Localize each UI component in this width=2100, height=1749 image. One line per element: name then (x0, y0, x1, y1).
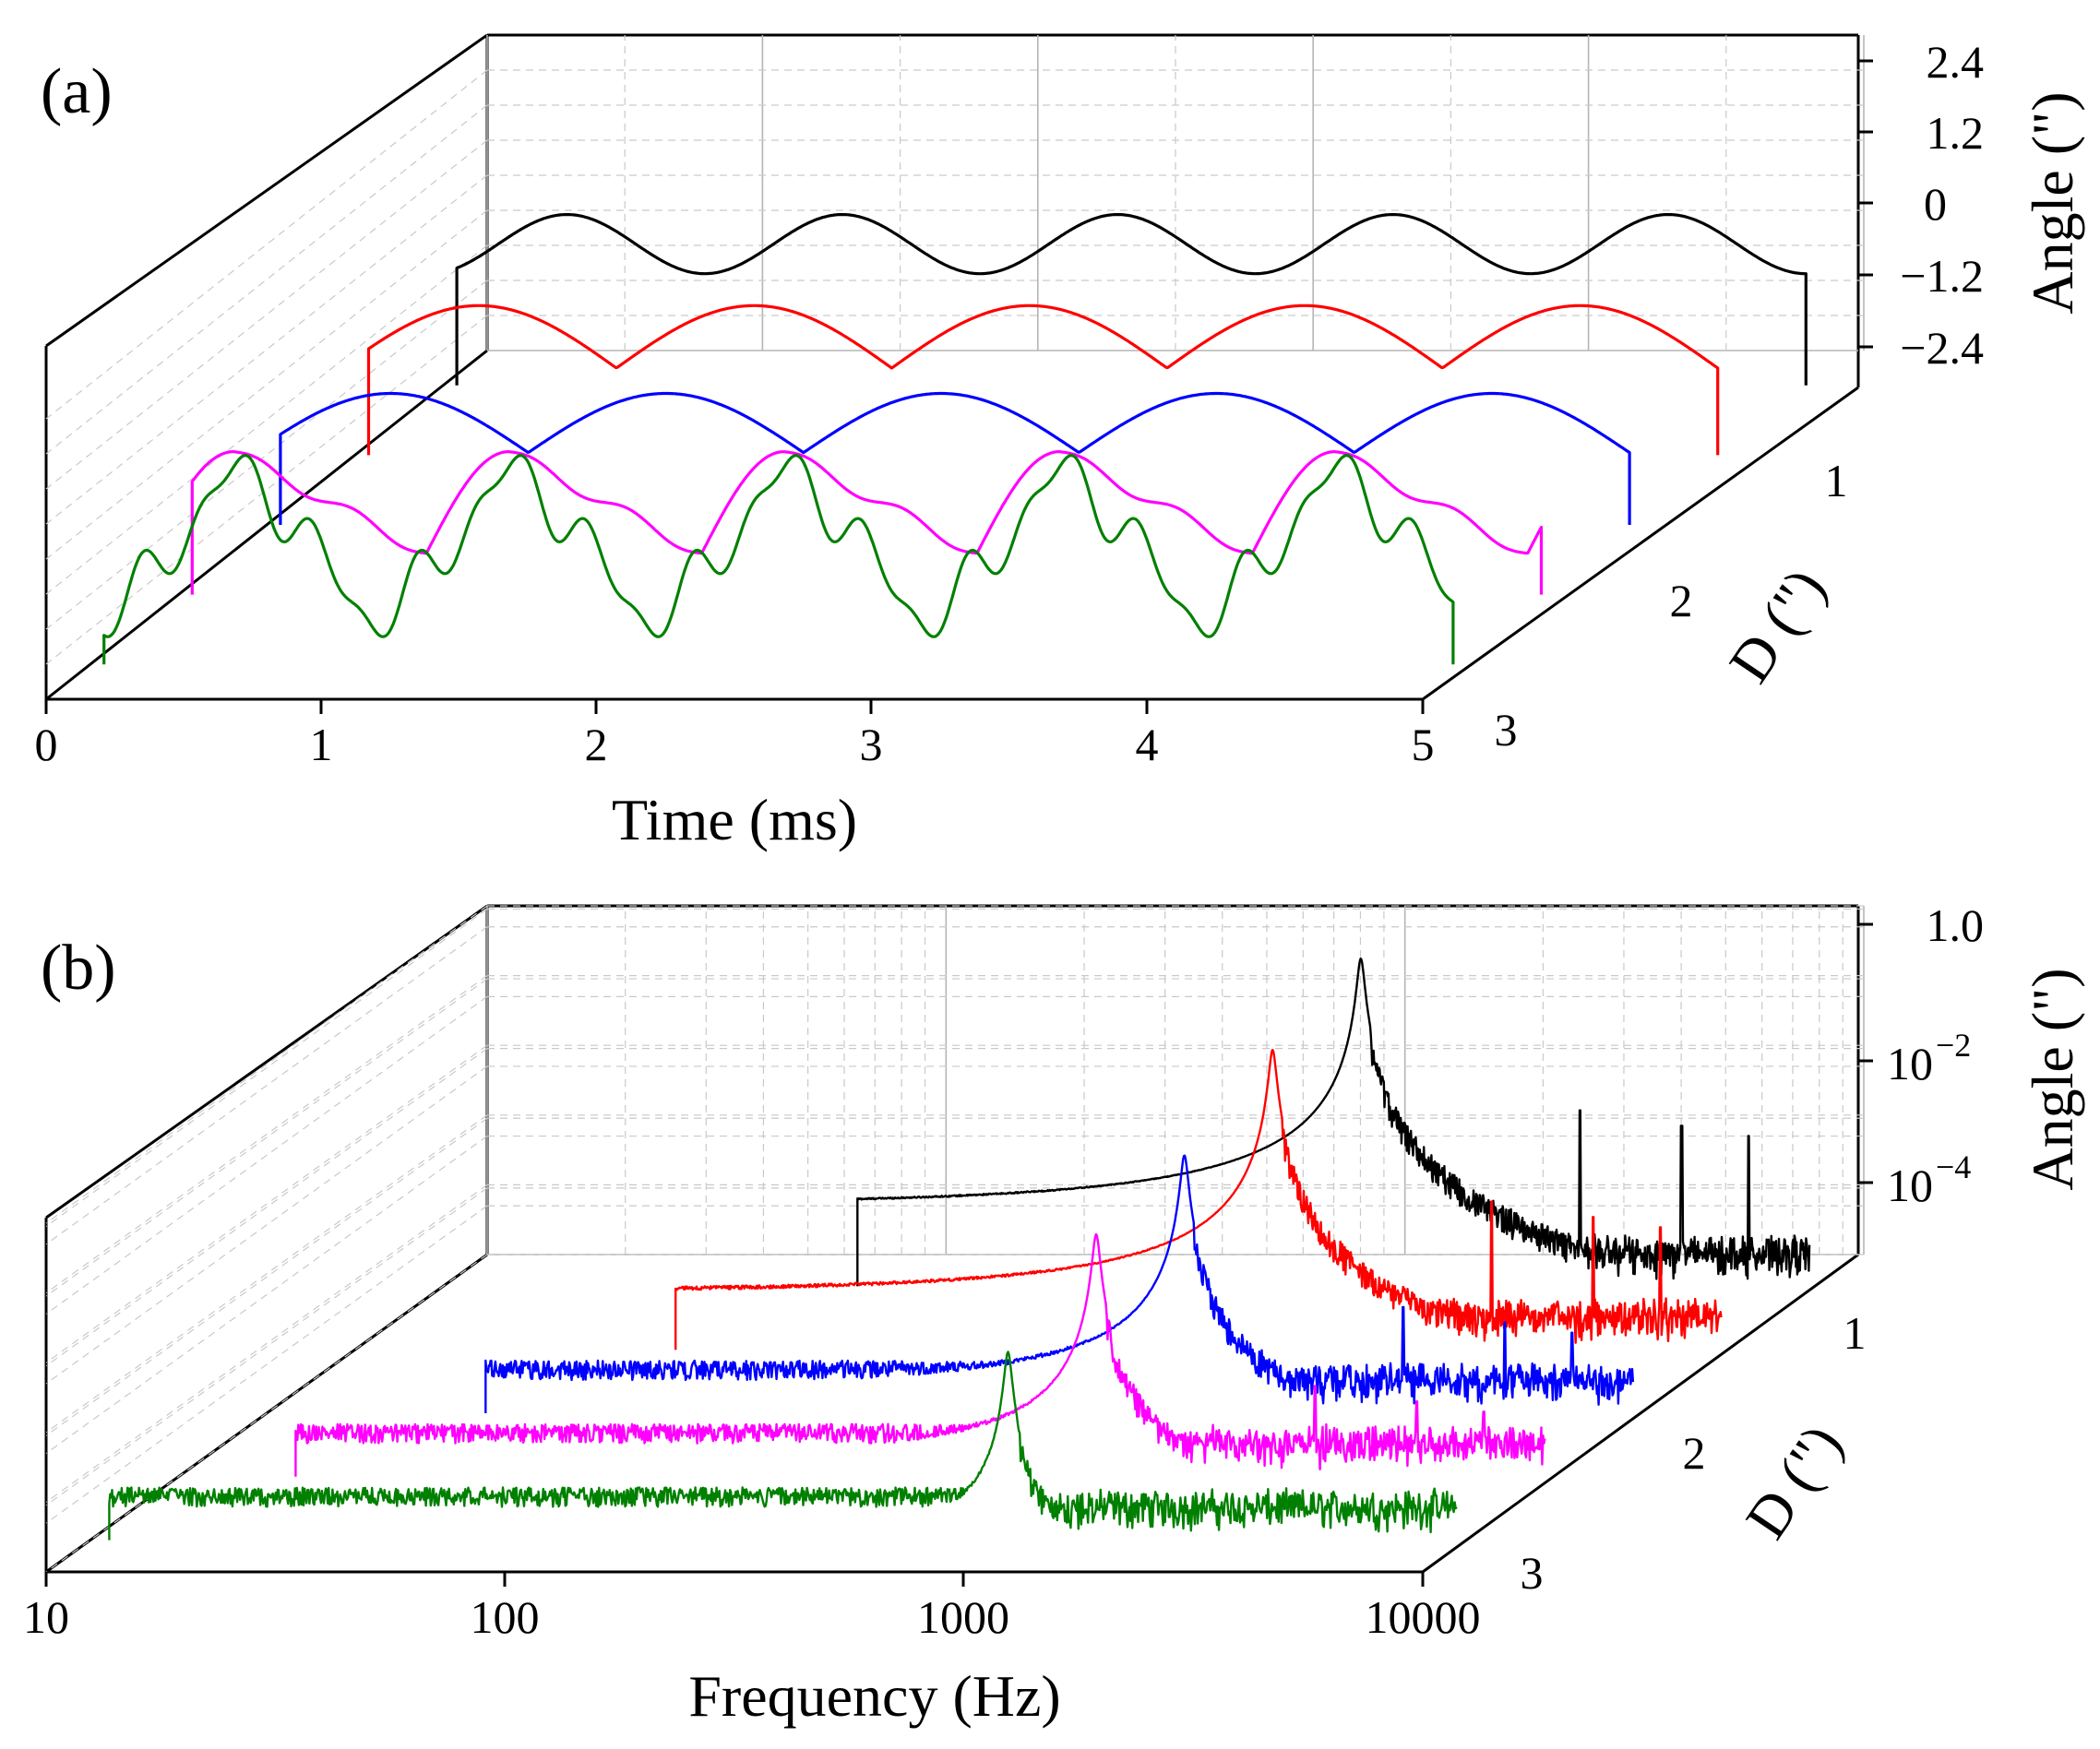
grid-line (45, 908, 488, 1227)
panel-a-y-ticks: 2.4 1.2 0 −1.2 −2.4 (1858, 36, 1984, 374)
series-line (455, 213, 1808, 386)
y-tick-label: 2.4 (1927, 36, 1985, 88)
series-line (294, 1232, 1546, 1477)
x-tick-label: 5 (1412, 719, 1435, 770)
series-line (366, 303, 1720, 456)
x-tick-label: 3 (860, 719, 883, 770)
panel-a-frame (44, 33, 1860, 701)
grid-line (45, 1065, 488, 1385)
series-line (484, 1154, 1635, 1413)
series-line (856, 958, 1811, 1287)
grid-line (45, 104, 488, 455)
grid-line (45, 926, 488, 1245)
y-tick-label: 10 (1887, 1038, 1933, 1089)
grid-line (45, 209, 488, 560)
series-line (190, 450, 1544, 595)
grid-line (45, 905, 488, 1224)
grid-line (45, 1117, 488, 1436)
panel-a: (a) 0 1 2 3 4 5 (35, 33, 2085, 852)
grid-line (45, 139, 488, 490)
series-line (674, 1049, 1723, 1350)
panel-b-grid (45, 905, 1865, 1573)
grid-line (45, 1044, 488, 1363)
depth-axis-label: D (") (1733, 1413, 1855, 1550)
x-tick-label: 1 (310, 719, 333, 770)
grid-line (45, 244, 488, 595)
grid-line (45, 1254, 488, 1573)
grid-line (45, 1184, 488, 1503)
panel-a-series (102, 213, 1808, 665)
y-axis-label: Angle (") (2020, 91, 2085, 314)
panel-b-depth-ticks: 1 2 3 (1521, 1307, 1867, 1599)
panel-a-depth-ticks: 1 2 3 (1495, 455, 1848, 756)
y-tick-label: 10 (1887, 1160, 1933, 1211)
y-tick-label: 1.2 (1927, 107, 1985, 159)
grid-line (45, 1136, 488, 1455)
panel-label-b: (b) (41, 933, 116, 1004)
series-line (102, 454, 1455, 665)
x-tick-label: 10000 (1366, 1591, 1481, 1643)
panel-b-x-ticks: 10 100 1000 10000 (23, 1572, 1481, 1643)
grid-line (45, 975, 488, 1294)
y-tick-label: 0 (1924, 178, 1947, 230)
depth-axis-label: D (") (1716, 557, 1838, 694)
panel-b-y-ticks: 1.0 10 −2 10 −4 (1858, 899, 1984, 1211)
depth-tick-label: 2 (1683, 1427, 1706, 1479)
panel-b: (b) 10 100 1000 10000 Frequency (Hz) (23, 899, 2085, 1729)
grid-line (45, 315, 488, 665)
y-tick-label: −2.4 (1900, 322, 1984, 374)
x-axis-label: Time (ms) (612, 787, 857, 852)
depth-tick-label: 1 (1825, 455, 1848, 506)
grid-line (45, 995, 488, 1315)
grid-line (45, 1114, 488, 1434)
depth-tick-label: 1 (1843, 1307, 1867, 1359)
series-line (279, 391, 1631, 525)
x-tick-label: 10 (23, 1591, 69, 1643)
x-tick-label: 1000 (917, 1591, 1009, 1643)
y-axis-label: Angle (") (2020, 968, 2085, 1190)
grid-line (45, 1187, 488, 1506)
panel-a-grid (45, 35, 1865, 665)
depth-tick-label: 3 (1521, 1547, 1544, 1599)
y-tick-exponent: −4 (1936, 1148, 1971, 1185)
panel-b-series (108, 958, 1811, 1541)
grid-line (45, 1205, 488, 1524)
series-line (108, 1350, 1458, 1541)
panel-a-x-ticks: 0 1 2 3 4 5 (35, 699, 1435, 770)
grid-line (45, 174, 488, 525)
y-tick-label: 1.0 (1927, 899, 1985, 951)
y-tick-label: −1.2 (1900, 250, 1984, 302)
x-tick-label: 4 (1136, 719, 1159, 770)
depth-tick-label: 2 (1670, 575, 1693, 626)
grid-line (45, 1048, 488, 1367)
x-tick-label: 0 (35, 719, 58, 770)
grid-line (45, 280, 488, 630)
grid-line (45, 69, 488, 420)
y-tick-exponent: −2 (1936, 1027, 1971, 1064)
panel-label-a: (a) (41, 56, 113, 127)
x-axis-label: Frequency (Hz) (688, 1663, 1060, 1729)
grid-line (45, 978, 488, 1297)
x-tick-label: 100 (471, 1591, 540, 1643)
depth-tick-label: 3 (1495, 704, 1518, 756)
x-tick-label: 2 (585, 719, 608, 770)
